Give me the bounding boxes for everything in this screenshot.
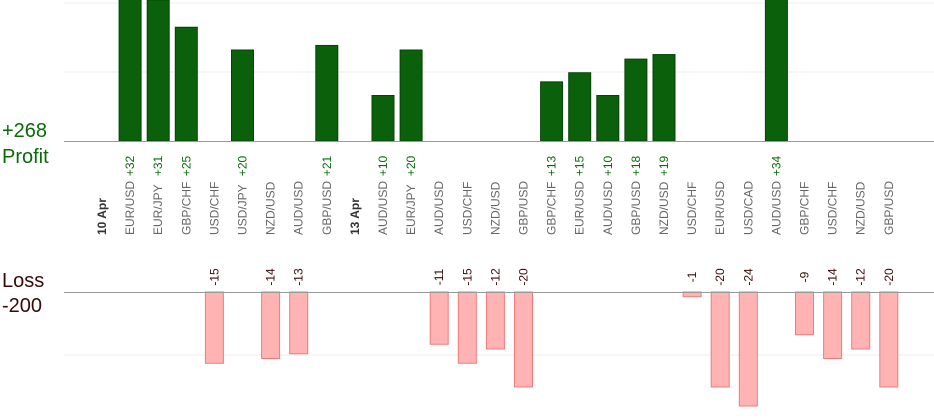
date-tick-label: 10 Apr bbox=[95, 198, 109, 235]
loss-bar bbox=[851, 291, 871, 350]
loss-value-label: -15 bbox=[207, 268, 221, 286]
loss-value-label: -12 bbox=[488, 268, 502, 286]
pair-tick-label: GBP/USD bbox=[882, 181, 896, 235]
pair-tick-label: USD/CHF bbox=[826, 182, 840, 235]
profit-bar bbox=[174, 26, 198, 142]
pair-tick-label: EUR/JPY bbox=[404, 184, 418, 235]
loss-title-label: Loss bbox=[2, 270, 44, 292]
loss-value-label: -20 bbox=[882, 268, 896, 286]
profit-value-label: +13 bbox=[545, 155, 559, 176]
profit-value-label: +19 bbox=[657, 155, 671, 176]
loss-value-label: -13 bbox=[292, 268, 306, 286]
pair-tick-label: GBP/USD bbox=[320, 181, 334, 235]
profit-bar bbox=[624, 58, 648, 142]
pair-tick-label: NZD/USD bbox=[657, 181, 671, 235]
profit-bar bbox=[764, 0, 788, 142]
loss-bar bbox=[289, 291, 309, 355]
pair-tick-label: GBP/USD bbox=[629, 181, 643, 235]
loss-bar bbox=[261, 291, 281, 359]
pair-tick-label: GBP/CHF bbox=[179, 182, 193, 235]
pair-tick-label: USD/JPY bbox=[236, 184, 250, 235]
profit-value-label: +25 bbox=[179, 155, 193, 176]
loss-bar bbox=[204, 291, 224, 364]
pair-tick-label: AUD/USD bbox=[769, 181, 783, 235]
pair-tick-label: NZD/USD bbox=[854, 181, 868, 235]
profit-value-label: +20 bbox=[404, 155, 418, 176]
profit-value-label: +10 bbox=[601, 155, 615, 176]
pair-tick-label: AUD/USD bbox=[432, 181, 446, 235]
pair-tick-label: GBP/CHF bbox=[545, 182, 559, 235]
pair-tick-label: GBP/CHF bbox=[798, 182, 812, 235]
profit-bar bbox=[315, 44, 339, 142]
pair-tick-label: NZD/USD bbox=[488, 181, 502, 235]
profit-bar bbox=[399, 49, 423, 142]
pair-tick-label: AUD/USD bbox=[376, 181, 390, 235]
loss-bar bbox=[823, 291, 843, 359]
profit-bar bbox=[371, 95, 395, 142]
loss-value-label: -1 bbox=[685, 271, 699, 282]
profit-value-label: +31 bbox=[151, 155, 165, 176]
profit-bar bbox=[118, 0, 142, 142]
loss-total-label: -200 bbox=[2, 295, 42, 317]
loss-value-label: -20 bbox=[517, 268, 531, 286]
pair-tick-label: EUR/USD bbox=[123, 181, 137, 235]
profit-value-label: +20 bbox=[236, 155, 250, 176]
profit-bar bbox=[540, 81, 564, 142]
loss-bar bbox=[485, 291, 505, 350]
axis-lines bbox=[64, 141, 934, 293]
value-labels: +32 +31 +25-15+20-14 -13+21 +10 +20-11 -15 -12-… bbox=[123, 155, 896, 285]
pair-tick-label: EUR/JPY bbox=[151, 184, 165, 235]
profit-value-label: +10 bbox=[376, 155, 390, 176]
profit-total-label: +268 bbox=[2, 120, 47, 142]
profit-value-label: +21 bbox=[320, 155, 334, 176]
pair-tick-label: NZD/USD bbox=[264, 181, 278, 235]
date-tick-label: 13 Apr bbox=[348, 198, 362, 235]
loss-value-label: -24 bbox=[741, 268, 755, 286]
pair-tick-label: AUD/USD bbox=[601, 181, 615, 235]
profit-title-label: Profit bbox=[2, 146, 49, 168]
pair-tick-label: EUR/USD bbox=[713, 181, 727, 235]
loss-bar bbox=[457, 291, 477, 364]
pair-tick-label: USD/CHF bbox=[460, 182, 474, 235]
profit-bar bbox=[146, 0, 170, 142]
loss-value-label: -9 bbox=[798, 271, 812, 282]
pair-tick-label: USD/CHF bbox=[685, 182, 699, 235]
profit-bar bbox=[652, 54, 676, 142]
category-ticks: 10 Apr EUR/USD EUR/JPY GBP/CHF USD/CHF USD/JP… bbox=[95, 181, 896, 235]
loss-value-label: -11 bbox=[432, 268, 446, 285]
loss-value-label: -14 bbox=[826, 268, 840, 286]
profit-bar bbox=[596, 95, 620, 142]
pair-tick-label: EUR/USD bbox=[573, 181, 587, 235]
loss-value-label: -15 bbox=[460, 268, 474, 286]
loss-value-label: -14 bbox=[264, 268, 278, 286]
pair-tick-label: GBP/USD bbox=[517, 181, 531, 235]
profit-bar bbox=[568, 72, 592, 142]
loss-value-label: -12 bbox=[854, 268, 868, 286]
profit-value-label: +34 bbox=[769, 155, 783, 176]
loss-bar bbox=[710, 291, 730, 388]
loss-bar bbox=[795, 291, 814, 336]
loss-bar bbox=[514, 291, 533, 388]
profit-value-label: +18 bbox=[629, 155, 643, 176]
pair-tick-label: USD/CHF bbox=[207, 182, 221, 235]
loss-value-label: -20 bbox=[713, 268, 727, 286]
pair-tick-label: AUD/USD bbox=[292, 181, 306, 235]
loss-bar bbox=[879, 291, 899, 388]
pair-tick-label: USD/CAD bbox=[741, 181, 755, 235]
profit-bar bbox=[231, 49, 254, 142]
profit-value-label: +15 bbox=[573, 155, 587, 176]
profit-value-label: +32 bbox=[123, 155, 137, 176]
loss-bar bbox=[429, 291, 449, 345]
loss-bar bbox=[738, 291, 758, 407]
